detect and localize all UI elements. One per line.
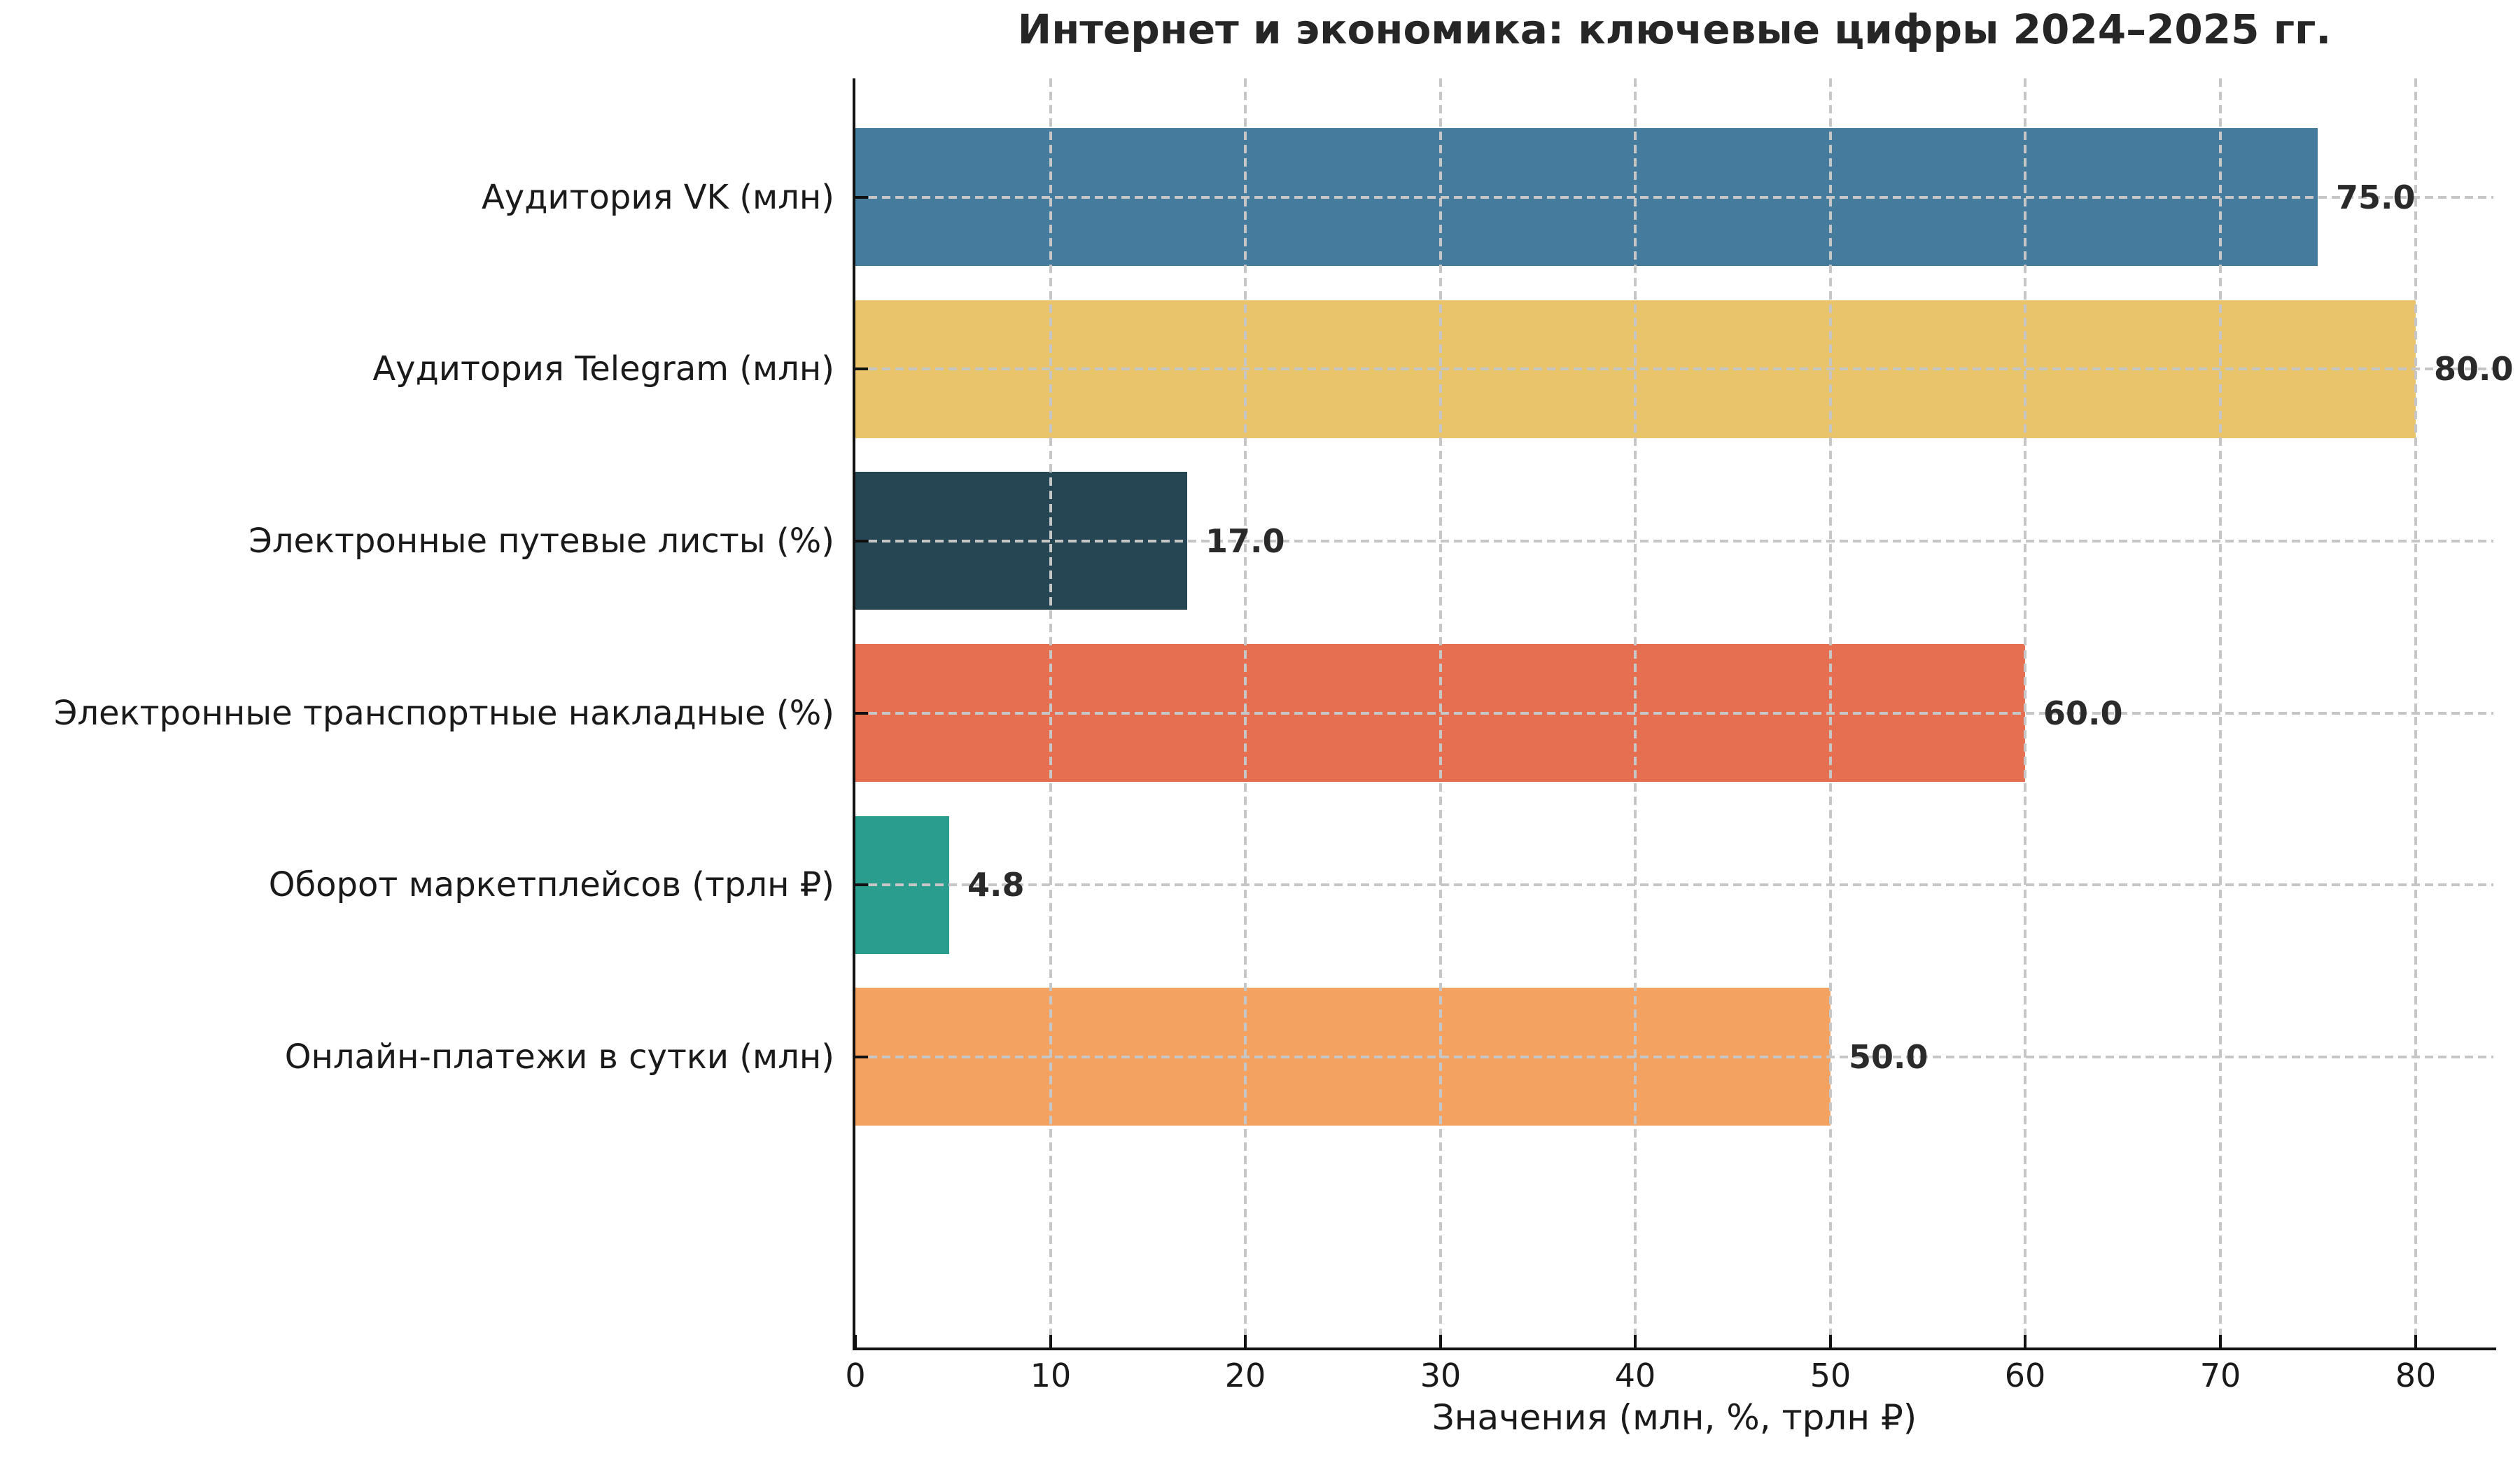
bar-value-label: 80.0	[2434, 350, 2514, 388]
x-tick-mark	[1439, 1335, 1442, 1348]
chart-title: Интернет и экономика: ключевые цифры 202…	[1017, 6, 2332, 53]
x-tick-label: 50	[1809, 1357, 1851, 1394]
y-tick-mark	[855, 196, 868, 199]
category-label: Электронные транспортные накладные (%)	[53, 694, 834, 733]
grid-line-horizontal	[855, 368, 2493, 370]
x-tick-label: 10	[1030, 1357, 1072, 1394]
y-tick-mark	[855, 368, 868, 370]
x-tick-label: 80	[2395, 1357, 2437, 1394]
grid-line-vertical	[1829, 78, 1832, 1348]
category-label: Аудитория Telegram (млн)	[372, 349, 834, 388]
x-tick-label: 60	[2004, 1357, 2046, 1394]
x-tick-mark	[1634, 1335, 1637, 1348]
x-tick-mark	[854, 1335, 857, 1348]
bar-value-label: 17.0	[1205, 522, 1285, 560]
x-tick-mark	[2219, 1335, 2222, 1348]
x-axis-label: Значения (млн, %, трлн ₽)	[1432, 1397, 1917, 1438]
x-tick-mark	[1244, 1335, 1247, 1348]
grid-line-vertical	[1439, 78, 1442, 1348]
bar-value-label: 60.0	[2043, 694, 2123, 732]
x-tick-label: 30	[1420, 1357, 1462, 1394]
grid-line-horizontal	[855, 883, 2493, 886]
grid-line-vertical	[1634, 78, 1637, 1348]
y-tick-mark	[855, 1056, 868, 1058]
bar-value-label: 50.0	[1849, 1038, 1928, 1076]
x-tick-mark	[1829, 1335, 1832, 1348]
grid-line-horizontal	[855, 540, 2493, 542]
bar-value-label: 4.8	[967, 866, 1025, 904]
x-tick-mark	[1049, 1335, 1052, 1348]
category-label: Оборот маркетплейсов (трлн ₽)	[268, 865, 834, 904]
y-tick-mark	[855, 540, 868, 542]
x-tick-label: 20	[1224, 1357, 1266, 1394]
x-tick-mark	[2414, 1335, 2417, 1348]
category-label: Аудитория VK (млн)	[481, 178, 834, 217]
x-axis-spine	[853, 1348, 2496, 1350]
grid-line-vertical	[1049, 78, 1052, 1348]
grid-line-horizontal	[855, 1056, 2493, 1058]
grid-line-vertical	[1244, 78, 1247, 1348]
category-label: Онлайн-платежи в сутки (млн)	[284, 1037, 834, 1077]
grid-line-vertical	[2024, 78, 2026, 1348]
y-axis-spine	[853, 78, 855, 1350]
x-tick-label: 40	[1614, 1357, 1656, 1394]
grid-line-vertical	[2219, 78, 2222, 1348]
y-tick-mark	[855, 712, 868, 715]
grid-line-horizontal	[855, 712, 2493, 715]
category-label: Электронные путевые листы (%)	[248, 522, 834, 561]
x-tick-label: 70	[2199, 1357, 2241, 1394]
grid-line-horizontal	[855, 196, 2493, 199]
x-tick-mark	[2024, 1335, 2026, 1348]
y-tick-mark	[855, 883, 868, 886]
grid-line-vertical	[2414, 78, 2417, 1348]
plot-area: 75.0 80.0 17.0 60.0 4.8 50.0	[854, 78, 2514, 1348]
x-tick-label: 0	[845, 1357, 866, 1394]
bar-value-label: 75.0	[2336, 178, 2416, 216]
